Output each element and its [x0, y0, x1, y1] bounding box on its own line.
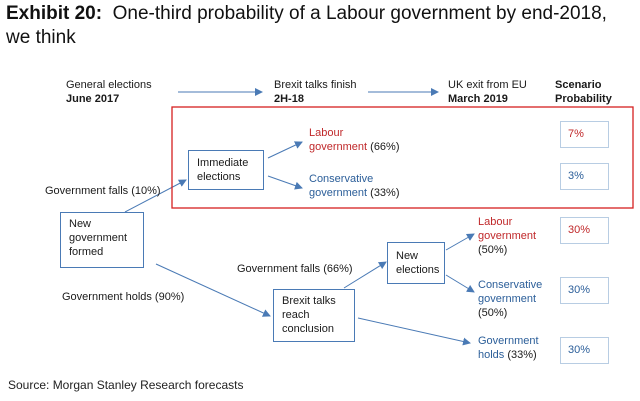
arrow-to-labour-1 [267, 141, 303, 159]
general-elections-label: General elections June 2017 [66, 79, 152, 105]
brexit-talks-label: Brexit talks finish 2H-18 [274, 79, 357, 105]
node-brexit-conclusion: Brexit talks reach conclusion [273, 289, 355, 342]
exhibit-number: Exhibit 20: [6, 3, 103, 24]
edge-gov-falls-66: Government falls (66%) [237, 263, 353, 275]
arrow-to-new-elections [343, 261, 387, 289]
title-line1: One-third probability of a Labour govern… [112, 3, 607, 24]
arrow-to-labour-2 [445, 233, 475, 251]
outcome-labour-2: Labour government (50%) [478, 216, 537, 256]
arrow-to-immediate-elections [124, 179, 187, 213]
arrow-to-brexit-conclusion [155, 263, 271, 317]
probability-labour-1: 7% [560, 121, 609, 148]
edge-gov-holds-90: Government holds (90%) [62, 291, 185, 303]
node-new-government: New government formed [60, 212, 144, 268]
node-new-elections: New elections [387, 242, 445, 284]
outcome-conservative-1: Conservative government (33%) [309, 173, 400, 199]
arrow-to-cons-2 [445, 274, 475, 293]
title-line2: we think [6, 27, 76, 48]
arrow-to-cons-1 [267, 175, 303, 190]
probability-conservative-1: 3% [560, 163, 609, 190]
outcome-gov-holds-2: Government holds (33%) [478, 335, 539, 361]
arrow-to-gov-holds-2 [357, 317, 471, 346]
outcome-conservative-2: Conservative government (50%) [478, 279, 543, 319]
edge-gov-falls-10: Government falls (10%) [45, 185, 161, 197]
page-title: Exhibit 20: One-third probability of a L… [6, 2, 638, 50]
snap-election-highlight [171, 106, 634, 209]
scenario-probability-header: Scenario Probability [555, 79, 612, 105]
probability-conservative-2: 30% [560, 277, 609, 304]
probability-labour-2: 30% [560, 217, 609, 244]
uk-exit-label: UK exit from EU March 2019 [448, 79, 527, 105]
node-immediate-elections: Immediate elections [188, 150, 264, 190]
source-note: Source: Morgan Stanley Research forecast… [8, 378, 244, 392]
probability-gov-holds-2: 30% [560, 337, 609, 364]
outcome-labour-1: Labour government (66%) [309, 127, 400, 153]
